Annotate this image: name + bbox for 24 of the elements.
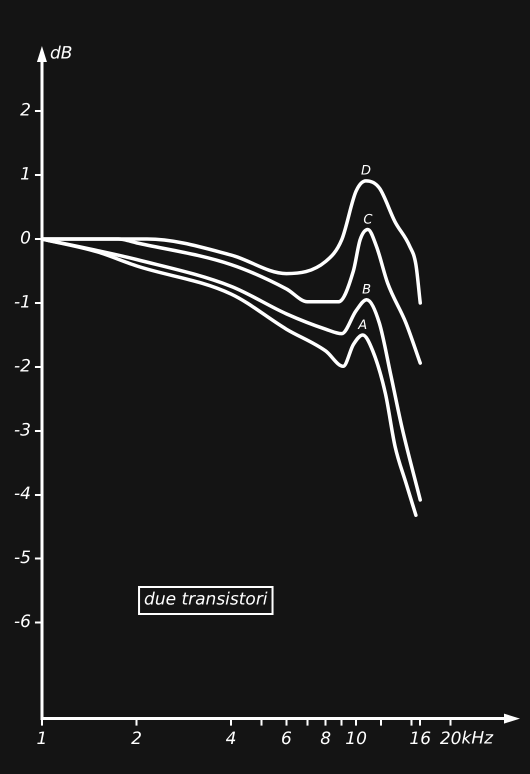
series-label: A (357, 318, 368, 333)
x-tick-label: 8 (320, 729, 332, 750)
y-axis-title: dB (50, 43, 72, 64)
y-tick-label: 1 (20, 164, 31, 185)
series-label: C (363, 212, 374, 228)
y-tick-label: -3 (14, 420, 31, 440)
y-tick-label: -5 (14, 548, 31, 568)
x-tick-label: 4 (226, 729, 237, 750)
annotation: due transistori (144, 589, 268, 610)
x-axis-title: kHz (461, 728, 494, 749)
y-tick-label: -6 (14, 612, 32, 632)
y-tick-label: -4 (14, 484, 31, 504)
y-tick-label: -1 (14, 292, 31, 312)
y-tick-label: 0 (20, 228, 31, 248)
series-label: B (362, 282, 372, 298)
y-tick-label: 2 (20, 100, 31, 121)
x-tick-label: 20 (440, 729, 462, 750)
x-tick-label: 2 (131, 729, 142, 750)
x-tick-label: 16 (409, 729, 432, 750)
y-tick-label: -2 (14, 356, 31, 376)
series-label: D (360, 164, 371, 179)
x-tick-label: 6 (281, 729, 292, 750)
x-tick-label: 10 (345, 729, 367, 750)
x-tick-label: 1 (36, 729, 48, 750)
